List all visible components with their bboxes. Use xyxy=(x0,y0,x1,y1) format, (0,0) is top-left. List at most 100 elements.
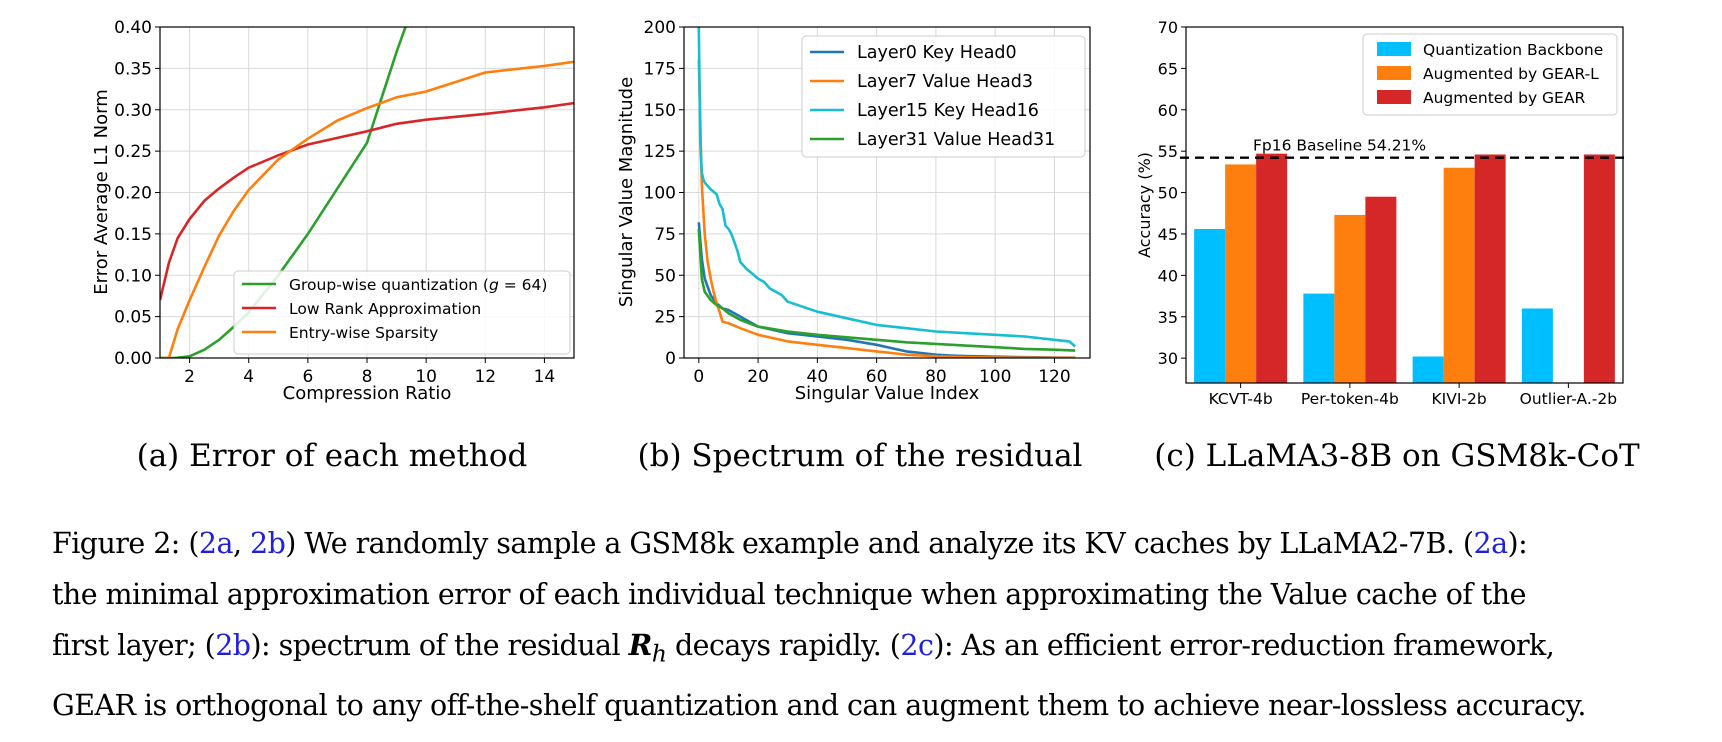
chart-c-bar xyxy=(1303,293,1335,383)
chart-c-legend-swatch xyxy=(1377,66,1411,80)
chart-a-legend-label: Group-wise quantization (g = 64) xyxy=(289,276,547,294)
chart-b-ytick-label: 75 xyxy=(654,225,676,245)
ref-fig2c[interactable]: 2c xyxy=(900,629,934,662)
caption-line-4: GEAR is orthogonal to any off-the-shelf … xyxy=(52,688,1587,722)
chart-b-ytick-label: 175 xyxy=(644,59,676,79)
chart-a-ytick-label: 0.20 xyxy=(114,184,152,204)
caption-text: first layer; ( xyxy=(52,629,216,662)
chart-c-legend-swatch xyxy=(1377,42,1411,56)
chart-c-ytick-label: 50 xyxy=(1158,184,1178,203)
chart-b-legend-label: Layer31 Value Head31 xyxy=(857,130,1055,150)
caption-line-1: Figure 2: (2a, 2b) We randomly sample a … xyxy=(52,518,1692,569)
chart-c-bar xyxy=(1256,153,1288,383)
chart-c-bar xyxy=(1334,214,1366,383)
chart-b-xtick-label: 120 xyxy=(1038,367,1070,387)
chart-c-xtick-label: KCVT-4b xyxy=(1209,390,1273,408)
chart-b-xtick-label: 100 xyxy=(979,367,1011,387)
chart-b-xtick-label: 40 xyxy=(807,367,829,387)
chart-a-legend: Group-wise quantization (g = 64) Low Rank… xyxy=(233,270,571,355)
chart-b-ytick-label: 125 xyxy=(644,142,676,162)
chart-c-bar xyxy=(1225,164,1257,383)
ref-fig2a[interactable]: 2a xyxy=(198,527,234,560)
chart-b-xtick-label: 20 xyxy=(747,367,769,387)
chart-a-ytick-label: 0.00 xyxy=(114,349,152,369)
chart-c-ytick-label: 70 xyxy=(1158,18,1178,37)
chart-a-ytick-label: 0.35 xyxy=(114,59,152,79)
chart-b-series-layer7-value-head3 xyxy=(697,60,1076,358)
chart-a-ytick-label: 0.05 xyxy=(114,308,152,328)
chart-c-ytick-label: 60 xyxy=(1158,101,1178,120)
ref-fig2b[interactable]: 2b xyxy=(215,629,251,662)
chart-c-ytick-label: 65 xyxy=(1158,59,1178,78)
chart-a-xtick-label: 14 xyxy=(534,367,556,387)
caption-text: ): spectrum of the residual xyxy=(250,629,629,662)
chart-c-xtick-label: KIVI-2b xyxy=(1432,390,1487,408)
chart-b-xtick-label: 60 xyxy=(866,367,888,387)
chart-c-baseline-label: Fp16 Baseline 54.21% xyxy=(1253,137,1426,155)
chart-b-ylabel: Singular Value Magnitude xyxy=(616,77,637,307)
chart-a-ytick-label: 0.25 xyxy=(114,142,152,162)
chart-c-ytick-label: 40 xyxy=(1158,266,1178,285)
chart-c-bar xyxy=(1583,154,1615,383)
chart-c-frame xyxy=(1185,26,1624,384)
chart-c-xtick-label: Outlier-A.-2b xyxy=(1520,390,1617,408)
caption-text: decays rapidly. ( xyxy=(666,629,901,662)
chart-c-bar xyxy=(1412,356,1444,383)
chart-b-series-layer15-key-head16 xyxy=(697,27,1077,348)
subcaption-c: (c) LLaMA3-8B on GSM8k-CoT xyxy=(1154,438,1640,474)
chart-b-xtick-label: 0 xyxy=(693,367,704,387)
chart-c-ytick-label: 55 xyxy=(1158,142,1178,161)
chart-c-xtick-label: Per-token-4b xyxy=(1301,390,1399,408)
subcaption-a: (a) Error of each method xyxy=(137,438,528,474)
chart-c-bar xyxy=(1443,167,1475,383)
chart-a-series-entry-wise-sparsity xyxy=(160,60,574,358)
chart-c-ytick-label: 45 xyxy=(1158,225,1178,244)
chart-a-ytick-label: 0.15 xyxy=(114,225,152,245)
chart-a-xlabel: Compression Ratio xyxy=(283,383,452,404)
chart-c: Fp16 Baseline 54.21% KCVT-4b Per-token-4b… xyxy=(1135,18,1629,408)
caption-line-3: first layer; (2b): spectrum of the resid… xyxy=(52,620,1692,680)
chart-c-bar xyxy=(1521,308,1553,383)
ref-fig2a[interactable]: 2a xyxy=(1473,527,1509,560)
chart-a-ylabel: Error Average L1 Norm xyxy=(91,89,112,295)
chart-a-xtick-label: 12 xyxy=(474,367,496,387)
math-residual: R xyxy=(628,628,653,662)
chart-c-legend-label: Augmented by GEAR-L xyxy=(1423,65,1599,83)
caption-text: ( xyxy=(188,527,199,560)
caption-text: ): xyxy=(1507,527,1528,560)
chart-b-xtick-label: 80 xyxy=(925,367,947,387)
chart-c-legend-swatch xyxy=(1377,90,1411,104)
math-subscript: h xyxy=(651,639,667,668)
chart-b-legend-label: Layer15 Key Head16 xyxy=(857,101,1039,121)
chart-c-ytick-label: 35 xyxy=(1158,308,1178,327)
chart-b-ytick-label: 50 xyxy=(654,266,676,286)
ref-fig2b[interactable]: 2b xyxy=(249,527,286,560)
chart-a-legend-math-var: g xyxy=(489,276,499,294)
caption-text: ) We randomly sample a GSM8k example and… xyxy=(285,527,1474,560)
subcaption-b: (b) Spectrum of the residual xyxy=(638,438,1083,474)
chart-a-xtick-label: 8 xyxy=(362,367,373,387)
chart-b-xlabel: Singular Value Index xyxy=(795,383,980,404)
chart-b-legend: Layer0 Key Head0 Layer7 Value Head3 Layer1… xyxy=(801,35,1086,158)
chart-b-ytick-label: 25 xyxy=(654,308,676,328)
chart-a-legend-label: Entry-wise Sparsity xyxy=(289,324,438,342)
chart-b-ytick-label: 0 xyxy=(665,349,676,369)
chart-b-ytick-label: 200 xyxy=(644,18,676,38)
chart-b-legend-label: Layer7 Value Head3 xyxy=(857,72,1033,92)
chart-b-legend-label: Layer0 Key Head0 xyxy=(857,43,1017,63)
chart-c-legend: Quantization Backbone Augmented by GEAR-L… xyxy=(1362,33,1618,116)
chart-c-ylabel: Accuracy (%) xyxy=(1135,152,1154,258)
chart-a-xtick-label: 10 xyxy=(415,367,437,387)
chart-c-ytick-label: 30 xyxy=(1158,349,1178,368)
chart-c-bar xyxy=(1194,229,1226,383)
chart-b-series-layer31-value-head31 xyxy=(697,228,1076,352)
figure-label: Figure 2: xyxy=(52,527,180,560)
chart-a-series-low-rank-approximation xyxy=(160,101,574,301)
chart-a-xtick-label: 6 xyxy=(302,367,313,387)
chart-b-ytick-label: 100 xyxy=(644,184,676,204)
chart-c-legend-label: Quantization Backbone xyxy=(1423,41,1603,59)
chart-a-xtick-label: 4 xyxy=(243,367,254,387)
chart-a-ytick-label: 0.30 xyxy=(114,101,152,121)
chart-b-ytick-label: 150 xyxy=(644,101,676,121)
